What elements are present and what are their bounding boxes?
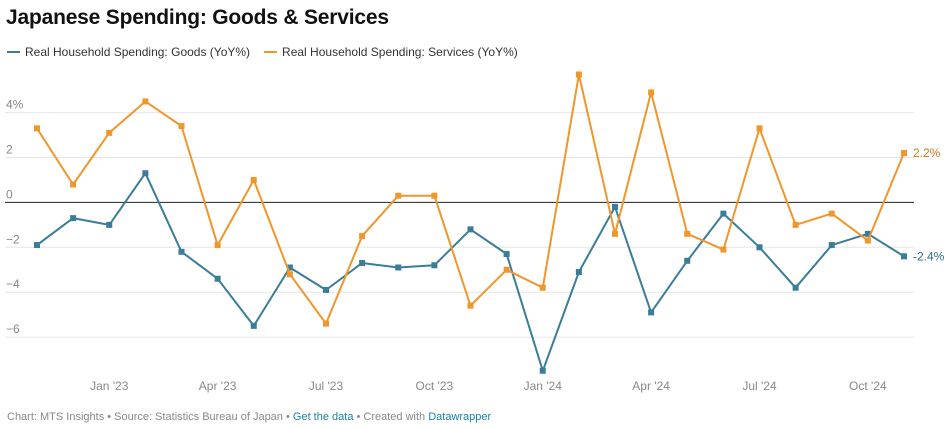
y-tick-label: −6 bbox=[6, 322, 20, 336]
data-point-goods bbox=[250, 322, 257, 329]
data-point-services bbox=[142, 98, 149, 105]
data-point-goods bbox=[756, 244, 763, 251]
x-tick-label: Apr '24 bbox=[632, 379, 670, 393]
x-tick-label: Jan '24 bbox=[524, 379, 563, 393]
data-point-services bbox=[539, 284, 546, 291]
x-tick-label: Jul '24 bbox=[742, 379, 777, 393]
data-point-goods bbox=[901, 253, 907, 260]
data-point-goods bbox=[864, 230, 871, 237]
data-point-services bbox=[612, 230, 618, 237]
y-tick-label: 2 bbox=[6, 143, 13, 157]
data-point-goods bbox=[539, 367, 546, 374]
data-point-services bbox=[323, 320, 329, 327]
x-tick-label: Jan '23 bbox=[90, 379, 129, 393]
data-point-services bbox=[648, 89, 655, 96]
data-point-services bbox=[467, 302, 474, 309]
data-point-goods bbox=[34, 242, 40, 249]
data-point-goods bbox=[395, 264, 402, 271]
data-point-goods bbox=[720, 210, 727, 217]
data-point-goods bbox=[106, 221, 113, 228]
data-point-services bbox=[792, 221, 799, 228]
data-point-services bbox=[756, 125, 763, 132]
data-point-services bbox=[503, 266, 510, 273]
data-point-goods bbox=[612, 203, 618, 210]
chart-title: Japanese Spending: Goods & Services bbox=[6, 6, 389, 29]
x-tick-label: Jul '23 bbox=[309, 379, 344, 393]
data-point-goods bbox=[431, 262, 438, 269]
series-line-services bbox=[36, 73, 905, 325]
y-tick-label: −4 bbox=[6, 277, 20, 291]
data-point-services bbox=[106, 129, 113, 136]
data-point-services bbox=[214, 242, 221, 249]
footer-source: Chart: MTS Insights • Source: Statistics… bbox=[7, 411, 293, 423]
data-point-goods bbox=[178, 248, 185, 255]
data-point-services bbox=[864, 237, 871, 244]
legend-label-goods: Real Household Spending: Goods (YoY%) bbox=[25, 45, 251, 59]
data-point-goods bbox=[503, 251, 510, 258]
data-point-goods bbox=[214, 275, 221, 282]
end-label-services: 2.2% bbox=[913, 146, 941, 160]
data-point-services bbox=[431, 192, 438, 199]
data-point-goods bbox=[575, 269, 582, 275]
get-data-link[interactable]: Get the data bbox=[292, 411, 354, 423]
datawrapper-link[interactable]: Datawrapper bbox=[428, 411, 492, 423]
data-point-services bbox=[684, 230, 691, 237]
data-point-services bbox=[286, 271, 293, 278]
data-point-services bbox=[901, 150, 907, 157]
x-tick-label: Apr '23 bbox=[199, 379, 237, 393]
data-point-services bbox=[34, 125, 40, 132]
legend-swatch-goods bbox=[7, 51, 20, 53]
y-tick-label: −2 bbox=[6, 232, 20, 246]
data-point-services bbox=[720, 246, 727, 253]
legend-swatch-services bbox=[264, 51, 278, 53]
data-point-goods bbox=[323, 286, 329, 293]
footer-middle: • Created with bbox=[353, 411, 429, 423]
data-point-goods bbox=[70, 215, 77, 222]
legend-item-goods: Real Household Spending: Goods (YoY%) bbox=[7, 45, 250, 59]
data-point-services bbox=[395, 192, 402, 199]
y-tick-label: 4% bbox=[6, 98, 24, 112]
chart-footer: Chart: MTS Insights • Source: Statistics… bbox=[7, 411, 491, 423]
data-point-goods bbox=[828, 242, 835, 249]
data-point-goods bbox=[286, 264, 293, 271]
legend-item-services: Real Household Spending: Services (YoY%) bbox=[264, 45, 518, 59]
data-point-goods bbox=[648, 309, 655, 316]
data-point-services bbox=[828, 210, 835, 217]
data-point-goods bbox=[142, 170, 149, 177]
data-point-goods bbox=[684, 257, 691, 264]
data-point-services bbox=[575, 71, 582, 78]
data-point-services bbox=[250, 176, 257, 183]
data-point-goods bbox=[359, 260, 366, 267]
data-point-goods bbox=[467, 226, 474, 233]
x-tick-label: Oct '24 bbox=[849, 379, 887, 393]
y-tick-label: 0 bbox=[6, 187, 13, 201]
data-point-services bbox=[70, 181, 77, 188]
data-point-services bbox=[178, 123, 185, 130]
end-label-goods: -2.4% bbox=[913, 249, 945, 263]
legend-label-services: Real Household Spending: Services (YoY%) bbox=[282, 45, 518, 59]
x-tick-label: Oct '23 bbox=[416, 379, 454, 393]
data-point-services bbox=[359, 233, 366, 240]
data-point-goods bbox=[792, 284, 799, 291]
chart-legend: Real Household Spending: Goods (YoY%) Re… bbox=[7, 45, 532, 59]
